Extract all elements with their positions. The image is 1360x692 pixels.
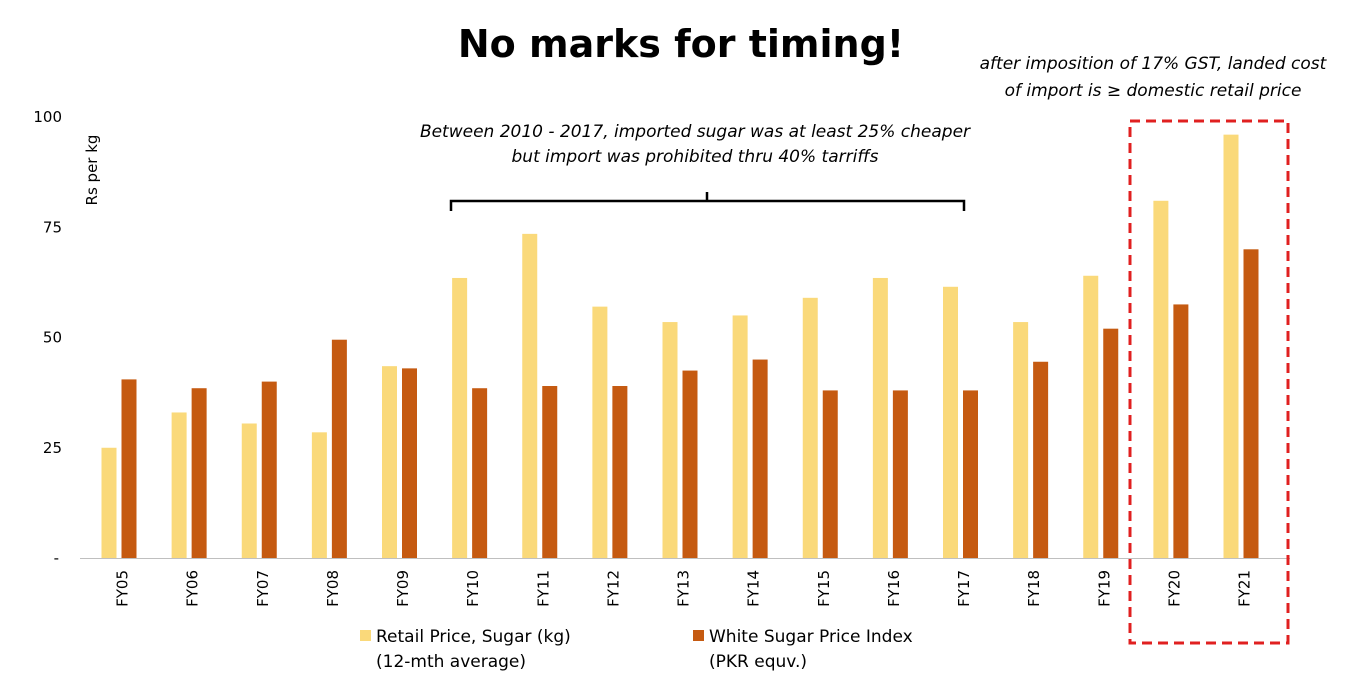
legend-swatch-white-sugar-index — [693, 630, 704, 641]
bar-white-sugar-index — [612, 386, 628, 558]
x-tick-label: FY08 — [324, 570, 342, 607]
y-tick-label: 50 — [43, 329, 62, 347]
y-tick-label: - — [54, 549, 59, 567]
bar-white-sugar-index — [752, 359, 768, 558]
bar-retail-price — [732, 315, 748, 558]
y-tick-label: 75 — [43, 218, 62, 236]
bars-group — [101, 134, 1259, 559]
bar-white-sugar-index — [1033, 361, 1049, 558]
bracket-annotation-line-2: but import was prohibited thru 40% tarri… — [512, 147, 879, 167]
legend-label-retail-price: Retail Price, Sugar (kg) — [376, 627, 571, 647]
highlight-annotation-line-2: of import is ≥ domestic retail price — [1005, 81, 1302, 101]
bar-retail-price — [943, 286, 958, 558]
bar-white-sugar-index — [822, 390, 838, 558]
y-tick-label: 25 — [43, 439, 62, 457]
x-tick-label: FY21 — [1236, 570, 1254, 607]
bar-retail-price — [101, 447, 117, 558]
x-tick-label: FY09 — [394, 570, 412, 607]
y-axis-ticks: - 25 50 75 100 — [33, 108, 62, 567]
bar-white-sugar-index — [1243, 249, 1259, 559]
bar-retail-price — [592, 306, 608, 558]
bar-retail-price — [872, 277, 888, 558]
legend-label-white-sugar-index: White Sugar Price Index — [709, 627, 913, 647]
bar-retail-price — [382, 366, 397, 558]
bar-white-sugar-index — [402, 368, 417, 558]
bar-retail-price — [1083, 275, 1099, 558]
x-tick-label: FY18 — [1025, 570, 1043, 607]
x-axis-ticks: FY05 FY06 FY07 FY08 FY09 FY10 FY11 FY12 FY13 FY14… — [114, 570, 1254, 607]
x-tick-label: FY14 — [745, 570, 763, 607]
bar-retail-price — [311, 432, 327, 558]
x-tick-label: FY11 — [534, 570, 552, 607]
bar-retail-price — [1223, 134, 1239, 558]
bar-retail-price — [171, 412, 187, 558]
highlight-annotation-line-1: after imposition of 17% GST, landed cost — [980, 54, 1328, 74]
x-tick-label: FY17 — [955, 570, 973, 607]
bar-retail-price — [802, 297, 818, 558]
highlight-box — [1128, 119, 1290, 645]
bracket-annotation-line-1: Between 2010 - 2017, imported sugar was … — [420, 122, 971, 142]
bar-white-sugar-index — [261, 381, 277, 558]
bar-white-sugar-index — [1103, 328, 1119, 558]
bar-white-sugar-index — [331, 339, 347, 558]
bar-white-sugar-index — [191, 388, 207, 558]
bar-white-sugar-index — [892, 390, 908, 558]
x-tick-label: FY16 — [885, 570, 903, 607]
x-tick-label: FY06 — [184, 570, 202, 607]
x-tick-label: FY12 — [604, 570, 622, 607]
bar-white-sugar-index — [121, 379, 137, 558]
bar-retail-price — [1153, 200, 1169, 559]
y-tick-label: 100 — [33, 108, 62, 126]
bar-white-sugar-index — [1173, 304, 1189, 558]
y-axis-label: Rs per kg — [83, 135, 101, 206]
bar-retail-price — [1013, 322, 1029, 558]
bar-white-sugar-index — [472, 388, 488, 558]
bar-retail-price — [241, 423, 257, 558]
x-tick-label: FY07 — [254, 570, 272, 607]
bar-white-sugar-index — [963, 390, 978, 558]
x-tick-label: FY19 — [1095, 570, 1113, 607]
legend-label-retail-price-line-2: (12-mth average) — [376, 652, 526, 672]
legend: Retail Price, Sugar (kg) (12-mth average… — [360, 627, 913, 672]
chart-title: No marks for timing! — [458, 22, 904, 66]
bar-white-sugar-index — [682, 370, 698, 558]
bar-retail-price — [662, 322, 678, 558]
x-tick-label: FY20 — [1165, 570, 1183, 607]
bar-retail-price — [452, 277, 468, 558]
x-tick-label: FY15 — [815, 570, 833, 607]
x-tick-label: FY05 — [114, 570, 132, 607]
bracket-shape — [449, 192, 966, 211]
legend-label-white-sugar-index-line-2: (PKR equv.) — [709, 652, 807, 672]
legend-swatch-retail-price — [360, 630, 371, 641]
x-tick-label: FY13 — [675, 570, 693, 607]
x-tick-label: FY10 — [464, 570, 482, 607]
bar-retail-price — [522, 233, 538, 559]
bar-white-sugar-index — [542, 386, 558, 558]
